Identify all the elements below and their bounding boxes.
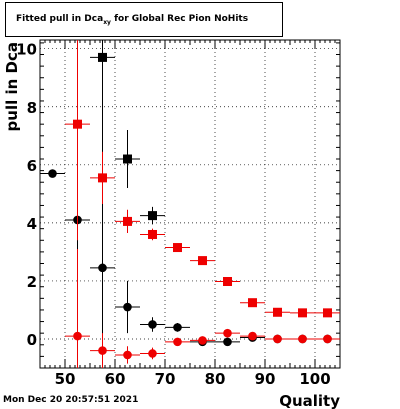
- data-point-circle: [273, 334, 282, 344]
- y-axis-label: pull in Dca: [3, 42, 21, 131]
- data-point-square: [123, 216, 132, 226]
- data-point-circle: [173, 337, 182, 347]
- y-tick-label: 4: [27, 215, 37, 233]
- chart-title-prefix: Fitted pull in Dca: [16, 14, 104, 24]
- data-point-square: [73, 119, 82, 129]
- y-tick-label: 0: [27, 331, 37, 349]
- data-point-square: [148, 211, 157, 221]
- chart-title-box: Fitted pull in Dcaxy for Global Rec Pion…: [5, 2, 283, 37]
- plot-frame: [39, 39, 341, 369]
- y-tick-label: 6: [27, 157, 37, 175]
- data-point-square: [223, 277, 232, 287]
- data-point-circle: [248, 331, 257, 341]
- data-point-square: [98, 173, 107, 183]
- chart-title-suffix: for Global Rec Pion NoHits: [110, 14, 249, 24]
- data-point-circle: [123, 350, 132, 360]
- data-point-circle: [98, 346, 107, 355]
- data-point-circle: [298, 334, 307, 344]
- timestamp: Mon Dec 20 20:57:51 2021: [3, 395, 139, 405]
- x-tick-label: 50: [55, 370, 76, 388]
- data-point-square: [198, 256, 207, 266]
- data-point-circle: [223, 328, 232, 338]
- data-point-square: [148, 229, 157, 239]
- data-point-circle: [148, 349, 157, 358]
- y-tick-label: 2: [27, 273, 37, 291]
- data-point-circle: [98, 263, 107, 273]
- data-point-square: [173, 243, 182, 253]
- data-point-circle: [123, 302, 132, 312]
- data-point-circle: [48, 169, 57, 178]
- x-axis-label: Quality: [279, 392, 340, 409]
- y-tick-label: 10: [16, 41, 37, 59]
- x-tick-label: 70: [155, 370, 176, 388]
- data-point-circle: [323, 334, 332, 344]
- data-point-square: [248, 298, 257, 308]
- data-point-circle: [73, 331, 82, 341]
- data-point-square: [123, 154, 132, 164]
- chart-title: Fitted pull in Dcaxy for Global Rec Pion…: [16, 14, 249, 26]
- data-point-square: [98, 52, 107, 62]
- y-tick-label: 8: [27, 99, 37, 117]
- data-point-square: [298, 308, 307, 318]
- data-point-circle: [148, 320, 157, 329]
- x-tick-label: 60: [105, 370, 126, 388]
- x-tick-label: 100: [299, 370, 330, 388]
- data-point-circle: [198, 336, 207, 345]
- data-point-square: [323, 308, 332, 318]
- x-tick-label: 90: [255, 370, 276, 388]
- x-tick-label: 80: [205, 370, 226, 388]
- data-point-circle: [173, 323, 182, 332]
- data-point-square: [273, 307, 282, 317]
- chart-title-subscript: xy: [103, 19, 111, 26]
- data-point-circle: [223, 337, 232, 347]
